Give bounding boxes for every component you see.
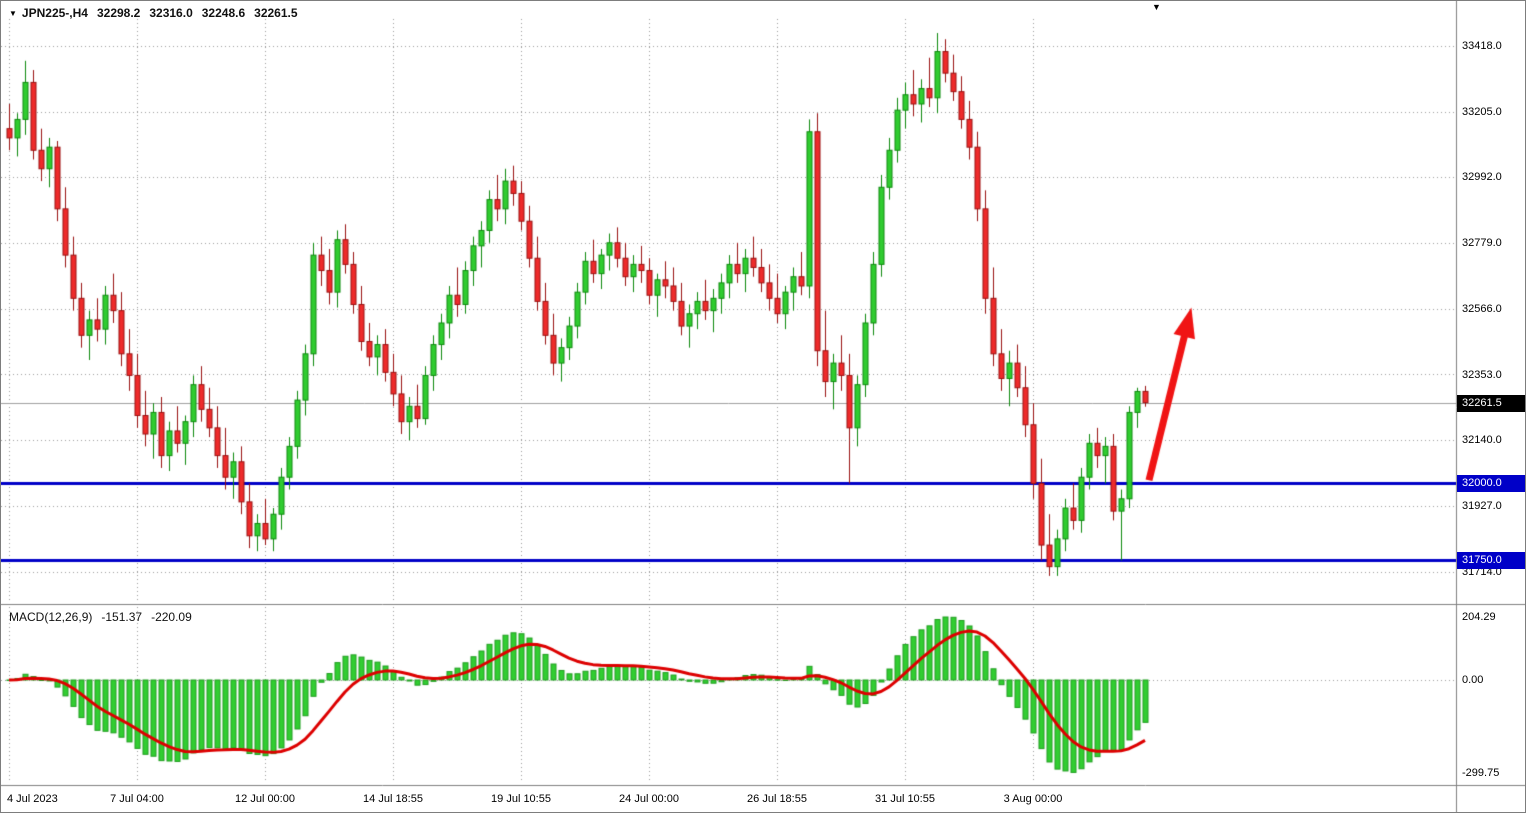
price-axis-label: 32140.0 <box>1462 434 1502 446</box>
macd-indicator-label: MACD(12,26,9) -151.37 -220.09 <box>9 610 192 624</box>
macd-axis-label: -299.75 <box>1462 767 1500 779</box>
macd-name: MACD(12,26,9) <box>9 610 93 624</box>
price-axis-label: 32992.0 <box>1462 171 1502 183</box>
current-price-badge: 32261.5 <box>1457 395 1525 412</box>
chart-shift-marker-icon[interactable]: ▼ <box>1152 2 1161 12</box>
macd-signal-value: -220.09 <box>151 610 192 624</box>
symbol-dropdown-triangle-icon[interactable]: ▼ <box>9 9 17 18</box>
ohlc-low: 32248.6 <box>201 6 246 20</box>
time-axis-label: 14 Jul 18:55 <box>363 793 423 805</box>
ohlc-high: 32316.0 <box>149 6 193 20</box>
macd-axis-label: 204.29 <box>1462 611 1496 623</box>
time-axis-label: 19 Jul 10:55 <box>491 793 551 805</box>
price-axis-label: 31927.0 <box>1462 500 1502 512</box>
price-axis-label: 33205.0 <box>1462 106 1502 118</box>
macd-axis-label: 0.00 <box>1462 674 1484 686</box>
support-level-badge: 31750.0 <box>1457 552 1525 569</box>
time-axis-label: 3 Aug 00:00 <box>1003 793 1063 805</box>
ohlc-close: 32261.5 <box>254 6 298 20</box>
price-axis-label: 32353.0 <box>1462 369 1502 381</box>
macd-main-value: -151.37 <box>101 610 143 624</box>
time-axis-label: 7 Jul 04:00 <box>110 793 164 805</box>
support-level-badge: 32000.0 <box>1457 475 1525 492</box>
symbol-info: ▼ JPN225-,H4 32298.2 32316.0 32248.6 32261.5 <box>9 6 298 20</box>
symbol-timeframe-label: JPN225-,H4 <box>21 6 88 20</box>
ohlc-open: 32298.2 <box>96 6 141 20</box>
price-axis-label: 31714.0 <box>1462 566 1502 578</box>
time-axis-label: 4 Jul 2023 <box>7 793 58 805</box>
time-axis-label: 24 Jul 00:00 <box>619 793 679 805</box>
price-axis-label: 32566.0 <box>1462 303 1502 315</box>
time-axis-label: 26 Jul 18:55 <box>747 793 807 805</box>
price-axis-label: 32779.0 <box>1462 237 1502 249</box>
time-axis-label: 31 Jul 10:55 <box>875 793 935 805</box>
time-axis-label: 12 Jul 00:00 <box>235 793 295 805</box>
price-axis-label: 33418.0 <box>1462 40 1502 52</box>
